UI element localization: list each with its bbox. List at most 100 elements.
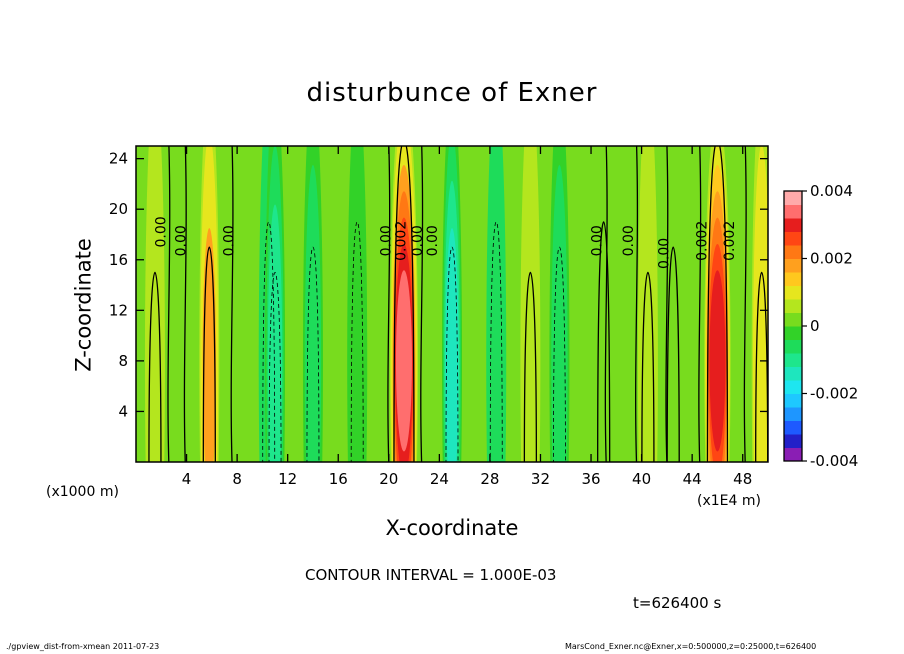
colorbar: 0.004 0.002 0 -0.002 -0.004 [783,182,858,470]
x-tick-label-5: 24 [430,470,449,488]
contour-line-7 [445,246,459,462]
shaded-field [136,146,768,462]
contour-line-11 [597,221,611,462]
contour-label-9: 0.00 [656,238,672,269]
y-tick-label-2: 12 [109,301,128,319]
footer-left: ./gpview_dist-from-xmean 2011-07-23 [6,642,160,651]
x-tick-label-2: 12 [278,470,297,488]
colorbar-swatch-10 [784,312,802,327]
colorbar-swatch-6 [784,366,802,381]
zero-contour-5 [604,146,608,462]
contour-line-15 [755,271,768,462]
contour-label-3: 0.00 [378,225,394,256]
x-axis-label: X-coordinate [385,516,519,540]
zero-contour-2 [230,146,234,462]
colorbar-swatch-1 [784,434,802,448]
contour-line-10 [553,246,566,462]
contour-label-6: 0.00 [425,225,441,256]
contour-line-0 [148,271,162,462]
contour-interval-text: CONTOUR INTERVAL = 1.000E-03 [305,566,557,584]
contour-line-5 [350,221,364,462]
time-label: t=626400 s [633,594,722,612]
contour-line-9 [523,271,538,462]
contour-line-14 [706,146,729,462]
zero-contour-0 [167,146,171,462]
field-cell-5-1 [347,146,368,462]
colorbar-swatch-15 [784,245,802,259]
contour-labels: 0.00 0.00 0.00 0.00 0.002 0.00 0.00 0.00 0.00 0.0… [153,216,738,269]
colorbar-swatch-5 [784,380,802,394]
x-tick-label-11: 48 [733,470,752,488]
y-tick-label-1: 8 [118,352,128,370]
x-scale-label: (x1E4 m) [697,493,761,509]
colorbar-swatch-17 [784,218,802,232]
field-cell-8-1 [486,146,507,462]
colorbar-swatch-12 [784,285,802,300]
x-tick-label-1: 8 [232,470,242,488]
colorbar-label-2: 0 [810,317,820,335]
colorbar-swatch-19 [784,191,802,205]
x-tick-label-8: 36 [581,470,600,488]
x-tick-label-9: 40 [632,470,651,488]
colorbar-swatch-7 [784,353,802,367]
x-tick-label-6: 28 [480,470,499,488]
contour-label-0: 0.00 [153,216,169,247]
x-tick-label-0: 4 [182,470,192,488]
x-tick-label-3: 16 [329,470,348,488]
zero-contour-1 [183,146,187,462]
field-cell-12-1 [637,146,658,462]
field-cell-7-4 [445,228,459,462]
field-cell-14-8 [709,270,726,452]
x-tick-label-7: 32 [531,470,550,488]
colorbar-swatch-4 [784,393,802,408]
colorbar-swatch-0 [784,447,802,462]
zero-contour-9 [743,146,747,462]
colorbar-swatch-3 [784,407,802,421]
y-tick-label-5: 24 [109,150,128,168]
field-cell-15-3 [754,204,768,462]
field-cell-4-2 [304,165,322,462]
x-tick-label-10: 44 [683,470,702,488]
colorbar-swatch-18 [784,204,802,219]
contour-line-1 [202,246,216,462]
colorbar-swatch-9 [784,326,802,340]
colorbar-label-3: -0.002 [810,385,858,403]
colorbar-swatch-2 [784,420,802,435]
field-cell-10-2 [551,165,568,462]
contour-label-5: 0.00 [410,225,426,256]
colorbar-swatch-16 [784,231,802,246]
contour-line-13 [666,246,680,462]
contour-label-2: 0.00 [222,225,238,256]
contour-line-12 [641,271,655,462]
colorbar-label-0: 0.004 [810,182,853,200]
contour-label-8: 0.00 [621,225,637,256]
colorbar-swatch-8 [784,339,802,354]
colorbar-swatch-14 [784,258,802,273]
zero-contour-4 [420,146,424,462]
contour-label-11: 0.002 [722,221,738,261]
x-unit-label: (x1000 m) [46,484,119,500]
zero-contour-7 [665,146,669,462]
contour-lines [148,146,768,462]
field-cell-3-3 [267,204,283,462]
chart-title: disturbunce of Exner [306,78,598,108]
colorbar-swatch-11 [784,299,802,313]
contour-line-8 [489,221,503,462]
contour-label-10: 0.002 [694,221,710,261]
contour-line-4 [306,246,320,462]
zero-contour-3 [387,146,391,462]
field-cell-0-1 [144,146,165,462]
x-tick-label-4: 20 [379,470,398,488]
zero-contour-6 [635,146,639,462]
contour-label-1: 0.00 [174,225,190,256]
contour-line-6 [393,146,415,462]
colorbar-label-4: -0.004 [810,452,858,470]
field-cell-6-8 [395,270,412,452]
field-cell-1-4 [202,228,217,462]
contour-label-4: 0.002 [393,221,409,261]
y-tick-label-3: 16 [109,251,128,269]
colorbar-swatch-13 [784,272,802,286]
x-axis-ticks: 4 8 12 16 20 24 28 32 36 40 44 48 [182,146,752,488]
field-cell-11-1 [593,146,614,462]
